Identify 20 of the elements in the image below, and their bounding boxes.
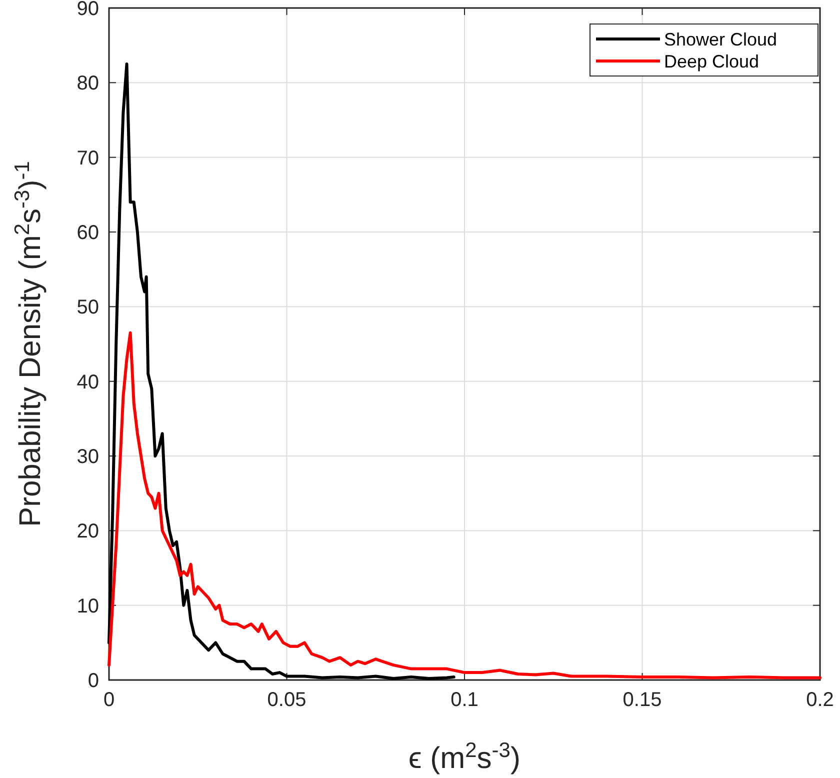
line-series <box>108 62 456 680</box>
x-axis-title: ϵ (m$^{2}$s$^{-3}$) <box>408 738 520 775</box>
y-tick-label: 0 <box>88 670 99 692</box>
x-tick-label: 0.1 <box>450 689 478 711</box>
x-tick-label: 0.2 <box>806 689 834 711</box>
x-tick-label: 0.05 <box>267 689 306 711</box>
y-tick-label: 60 <box>76 222 99 244</box>
x-tick-label: 0 <box>103 689 115 711</box>
y-tick-label: 40 <box>76 371 99 394</box>
line-series <box>108 331 822 680</box>
y-tick-label: 80 <box>76 72 99 95</box>
x-tick-label: 0.15 <box>622 689 662 711</box>
legend-label: Deep Cloud <box>664 51 760 72</box>
y-tick-label: 20 <box>76 520 99 543</box>
y-tick-label: 70 <box>76 147 99 170</box>
y-tick-label: 30 <box>76 446 99 468</box>
y-tick-label: 10 <box>76 595 99 618</box>
legend-label: Shower Cloud <box>664 29 778 50</box>
y-tick-label: 50 <box>76 296 99 319</box>
y-tick-label: 90 <box>76 0 99 20</box>
